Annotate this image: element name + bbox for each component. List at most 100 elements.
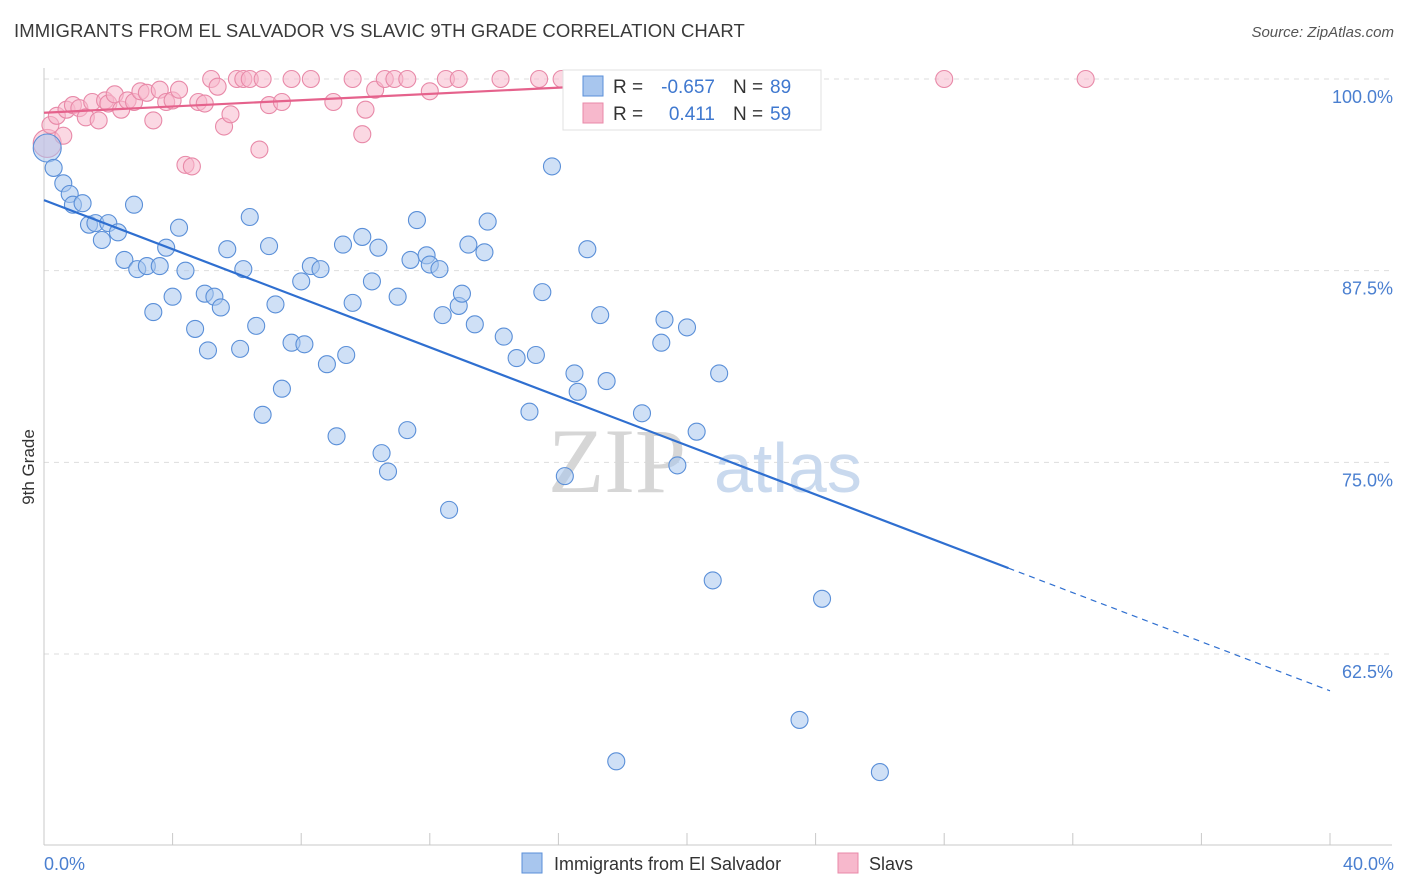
point-el-salvador-12 xyxy=(124,195,144,214)
data-points xyxy=(32,69,1095,782)
point-slavs-9 xyxy=(89,111,108,130)
y-axis-label: 9th Grade xyxy=(19,429,38,505)
point-el-salvador-27 xyxy=(231,339,250,358)
x-tick-label-right: 40.0% xyxy=(1343,854,1394,874)
legend-label-blue: Immigrants from El Salvador xyxy=(554,854,781,874)
point-el-salvador-82 xyxy=(677,318,697,337)
point-slavs-40 xyxy=(324,92,343,112)
point-el-salvador-65 xyxy=(494,327,513,346)
point-slavs-38 xyxy=(282,69,301,89)
point-el-salvador-19 xyxy=(169,218,189,237)
point-el-salvador-86 xyxy=(790,710,809,729)
point-el-salvador-80 xyxy=(655,310,674,329)
point-slavs-39 xyxy=(301,69,320,89)
point-el-salvador-66 xyxy=(507,349,526,368)
point-slavs-22 xyxy=(169,80,189,99)
point-el-salvador-56 xyxy=(430,260,449,279)
y-tick-label-1: 87.5% xyxy=(1342,279,1393,299)
point-slavs-58 xyxy=(1076,69,1095,89)
point-el-salvador-44 xyxy=(343,293,362,312)
stats-n-value-blue: 89 xyxy=(770,77,791,98)
point-el-salvador-57 xyxy=(433,306,452,325)
point-el-salvador-67 xyxy=(520,402,539,421)
stats-r-label-blue: R = xyxy=(613,77,643,98)
point-el-salvador-50 xyxy=(388,287,407,306)
point-el-salvador-85 xyxy=(710,364,729,383)
point-el-salvador-33 xyxy=(266,295,285,314)
axes xyxy=(43,68,1392,846)
chart-source: Source: ZipAtlas.com xyxy=(1251,24,1394,41)
watermark: ZIP atlas xyxy=(548,410,862,512)
trend-lines xyxy=(43,77,1331,692)
point-el-salvador-72 xyxy=(565,364,584,383)
point-el-salvador-40 xyxy=(317,355,336,374)
point-el-salvador-53 xyxy=(407,211,426,230)
point-el-salvador-26 xyxy=(218,240,237,259)
point-el-salvador-63 xyxy=(475,243,494,262)
stats-swatch-blue xyxy=(582,75,604,97)
point-el-salvador-87 xyxy=(812,589,832,608)
y-tick-label-2: 75.0% xyxy=(1342,470,1393,490)
point-el-salvador-47 xyxy=(369,238,388,257)
point-el-salvador-88 xyxy=(870,763,889,782)
point-el-salvador-77 xyxy=(607,752,626,771)
point-el-salvador-45 xyxy=(353,227,372,246)
point-el-salvador-74 xyxy=(578,240,597,259)
point-el-salvador-71 xyxy=(555,467,574,486)
point-el-salvador-79 xyxy=(652,333,671,352)
point-el-salvador-21 xyxy=(186,319,205,338)
point-el-salvador-68 xyxy=(526,345,545,365)
point-slavs-51 xyxy=(491,69,510,89)
point-el-salvador-70 xyxy=(542,157,562,176)
point-el-salvador-29 xyxy=(240,207,259,227)
point-el-salvador-28 xyxy=(234,260,253,279)
legend-swatch-blue xyxy=(521,852,543,874)
y-tick-label-0: 100.0% xyxy=(1332,87,1393,107)
watermark-atlas: atlas xyxy=(714,429,862,507)
point-el-salvador-73 xyxy=(568,382,587,401)
legend-swatch-pink xyxy=(837,852,859,874)
point-el-salvador-76 xyxy=(597,372,616,391)
point-el-salvador-32 xyxy=(259,237,279,256)
point-el-salvador-75 xyxy=(591,306,610,325)
point-el-salvador-84 xyxy=(703,571,722,590)
point-el-salvador-36 xyxy=(292,272,311,291)
point-slavs-34 xyxy=(250,140,269,159)
stats-r-value-pink: 0.411 xyxy=(669,104,715,125)
point-el-salvador-39 xyxy=(311,260,330,279)
point-el-salvador-15 xyxy=(144,303,163,322)
point-el-salvador-41 xyxy=(327,427,346,446)
point-el-salvador-42 xyxy=(333,235,353,254)
point-el-salvador-61 xyxy=(459,235,478,254)
legend-label-pink: Slavs xyxy=(869,854,913,874)
x-tick-label-left: 0.0% xyxy=(44,854,85,874)
point-el-salvador-43 xyxy=(337,345,356,365)
point-el-salvador-1 xyxy=(44,158,63,177)
point-el-salvador-25 xyxy=(211,298,230,317)
point-slavs-41 xyxy=(343,69,362,89)
point-slavs-24 xyxy=(182,157,201,176)
y-tick-label-3: 62.5% xyxy=(1342,662,1393,682)
point-el-salvador-16 xyxy=(150,257,169,276)
point-el-salvador-49 xyxy=(378,462,398,481)
point-slavs-42 xyxy=(353,125,372,144)
y-tick-labels: 100.0% 87.5% 75.0% 62.5% xyxy=(1332,87,1393,682)
point-el-salvador-5 xyxy=(73,194,92,213)
stats-r-value-blue: -0.657 xyxy=(661,77,715,98)
stats-swatch-pink xyxy=(582,102,604,124)
point-el-salvador-46 xyxy=(362,272,381,291)
trend-line-el-salvador-extension xyxy=(1008,567,1331,692)
legend: Immigrants from El Salvador Slavs xyxy=(521,852,913,874)
point-el-salvador-69 xyxy=(533,283,552,302)
point-el-salvador-11 xyxy=(115,250,134,269)
x-tick-labels: 0.0% 40.0% xyxy=(44,854,1394,874)
stats-n-value-pink: 59 xyxy=(770,104,791,125)
point-el-salvador-64 xyxy=(478,212,497,231)
point-el-salvador-58 xyxy=(440,500,459,519)
point-el-salvador-62 xyxy=(465,315,484,334)
point-slavs-35 xyxy=(253,69,272,89)
point-slavs-18 xyxy=(144,111,163,130)
point-el-salvador-48 xyxy=(372,444,391,463)
trend-line-el-salvador xyxy=(43,199,1009,570)
